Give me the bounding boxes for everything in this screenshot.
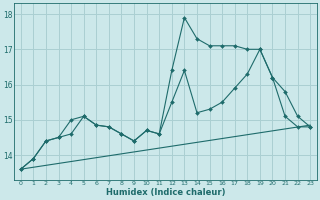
X-axis label: Humidex (Indice chaleur): Humidex (Indice chaleur)	[106, 188, 225, 197]
